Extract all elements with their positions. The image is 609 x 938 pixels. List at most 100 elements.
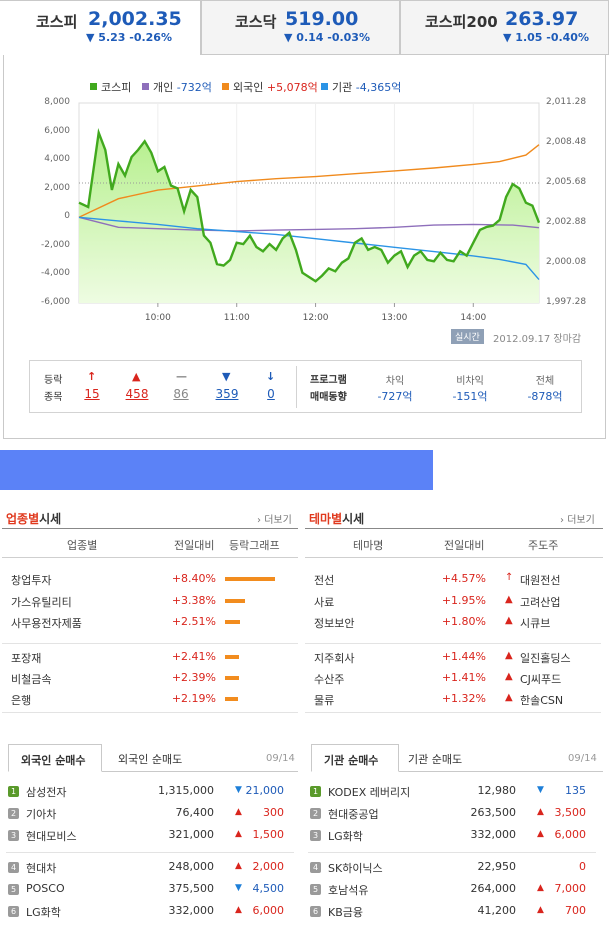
leader-stock-link[interactable]: 시큐브 [520,617,551,630]
count-link[interactable]: 86 [173,387,189,401]
change-value: +2.39% [171,671,216,684]
industry-name-link[interactable]: 은행 [11,694,32,707]
industry-name-link[interactable]: 비철금속 [11,673,52,686]
up-triangle-icon: ▲ [235,861,242,871]
tab-kospi200[interactable]: 코스피200 263.97 ▼ 1.05 -0.40% [400,0,609,55]
stats-label: 종목 [44,392,63,403]
theme-name-link[interactable]: 전선 [314,574,335,587]
tab-foreign-buy[interactable]: 외국인 순매수 [8,744,102,772]
industry-name-link[interactable]: 가스유틸리티 [11,596,72,609]
divider [2,528,298,529]
up-triangle-icon: ▲ [235,807,242,817]
rank-badge: 3 [8,830,19,841]
stock-name-link[interactable]: KODEX 레버리지 [328,786,411,799]
theme-name-link[interactable]: 사료 [314,596,335,609]
theme-more-link[interactable]: › 더보기 [560,511,595,526]
industry-name-link[interactable]: 창업투자 [11,574,52,587]
legend-foreign[interactable]: 외국인 +5,078억 [222,79,318,95]
index-name: 코스피 [36,13,78,31]
stock-name-link[interactable]: 호남석유 [328,884,369,897]
stock-price: 22,950 [477,860,517,873]
count-link[interactable]: 458 [125,387,149,401]
stock-name-link[interactable]: 삼성전자 [26,786,67,799]
theme-name-link[interactable]: 지주회사 [314,652,355,665]
up-triangle-icon: ▲ [235,905,242,915]
stock-change: 6,000 [252,904,285,917]
theme-name-link[interactable]: 물류 [314,694,335,707]
change-value: +4.57% [441,572,486,585]
count-link[interactable]: 15 [84,387,100,401]
divider [296,366,297,408]
leader-stock-link[interactable]: CJ씨푸드 [520,673,562,686]
stock-change: 4,500 [252,882,285,895]
series-line [78,144,540,218]
tab-kosdaq[interactable]: 코스닥 519.00 ▼ 0.14 -0.03% [201,0,400,55]
more-label: 더보기 [567,515,595,526]
change-value: +2.51% [171,615,216,628]
stock-name-link[interactable]: 현대차 [26,862,57,875]
up-arrow-icon: ▲ [505,692,513,703]
timestamp: 2012.09.17 장마감 [493,334,582,345]
industry-name-link[interactable]: 포장재 [11,652,42,665]
rank-badge: 6 [310,906,321,917]
count-arrow-icon: ▲ [132,370,141,383]
col-header: 주도주 [528,539,559,552]
change-bar [225,655,239,659]
stock-name-link[interactable]: POSCO [26,882,65,895]
stock-name-link[interactable]: KB금융 [328,906,363,919]
industry-name-link[interactable]: 사무용전자제품 [11,617,82,630]
tab-institution-sell[interactable]: 기관 순매도 [408,753,463,766]
leader-stock-link[interactable]: 고려산업 [520,596,561,609]
down-triangle-icon: ▼ [537,785,544,795]
up-arrow-icon: ↑ [505,572,514,583]
count-link[interactable]: 0 [267,387,275,401]
rank-badge: 1 [8,786,19,797]
up-triangle-icon: ▲ [537,905,544,915]
y-tick-label: 2,000.08 [546,257,587,267]
tab-foreign-sell[interactable]: 외국인 순매도 [118,753,183,766]
count-link[interactable]: 359 [215,387,239,401]
legend-kospi[interactable]: 코스피 [90,79,131,95]
stock-name-link[interactable]: 기아차 [26,808,57,821]
industry-more-link[interactable]: › 더보기 [257,511,292,526]
legend-institution[interactable]: 기관 -4,365억 [321,79,401,95]
stock-price: 41,200 [477,904,517,917]
rank-badge: 2 [310,808,321,819]
stock-name-link[interactable]: SK하이닉스 [328,862,383,875]
stock-name-link[interactable]: 현대중공업 [328,808,379,821]
legend-individual[interactable]: 개인 -732억 [142,79,212,95]
leader-stock-link[interactable]: 한솔CSN [520,694,564,707]
stock-name-link[interactable]: LG화학 [26,906,61,919]
up-arrow-icon: ▲ [505,594,513,605]
tab-kospi[interactable]: 코스피 2,002.35 ▼ 5.23 -0.26% [0,0,201,55]
change-value: +1.32% [441,692,486,705]
title-rest: 시세 [39,512,62,526]
leader-stock-link[interactable]: 대원전선 [520,574,561,587]
rank-badge: 5 [310,884,321,895]
chevron-right-icon: › [560,515,568,526]
realtime-badge: 실시간 [451,329,484,344]
program-label: 비차익 [456,376,484,387]
y-tick-label: 2,011.28 [546,97,587,107]
legend-swatch [222,83,229,90]
y-tick-label: -2,000 [40,239,70,250]
stock-price: 12,980 [477,784,517,797]
theme-name-link[interactable]: 정보보안 [314,617,355,630]
tab-institution-buy[interactable]: 기관 순매수 [311,744,399,772]
program-label: 차익 [385,376,405,387]
stock-price: 375,500 [168,882,215,895]
stock-name-link[interactable]: 현대모비스 [26,830,77,843]
tab-label: 외국인 순매수 [21,754,86,767]
y-tick-label: 4,000 [44,154,70,165]
stock-name-link[interactable]: LG화학 [328,830,363,843]
leader-stock-link[interactable]: 일진홀딩스 [520,652,571,665]
theme-name-link[interactable]: 수산주 [314,673,345,686]
x-tick-label: 12:00 [302,313,329,323]
change-value: +2.19% [171,692,216,705]
legend-swatch [142,83,149,90]
stock-change: 135 [565,784,586,797]
tab-label: 기관 순매수 [324,754,379,767]
up-arrow-icon: ▲ [505,650,513,661]
index-change: ▼ 1.05 -0.40% [503,31,589,44]
change-bar [225,676,239,680]
